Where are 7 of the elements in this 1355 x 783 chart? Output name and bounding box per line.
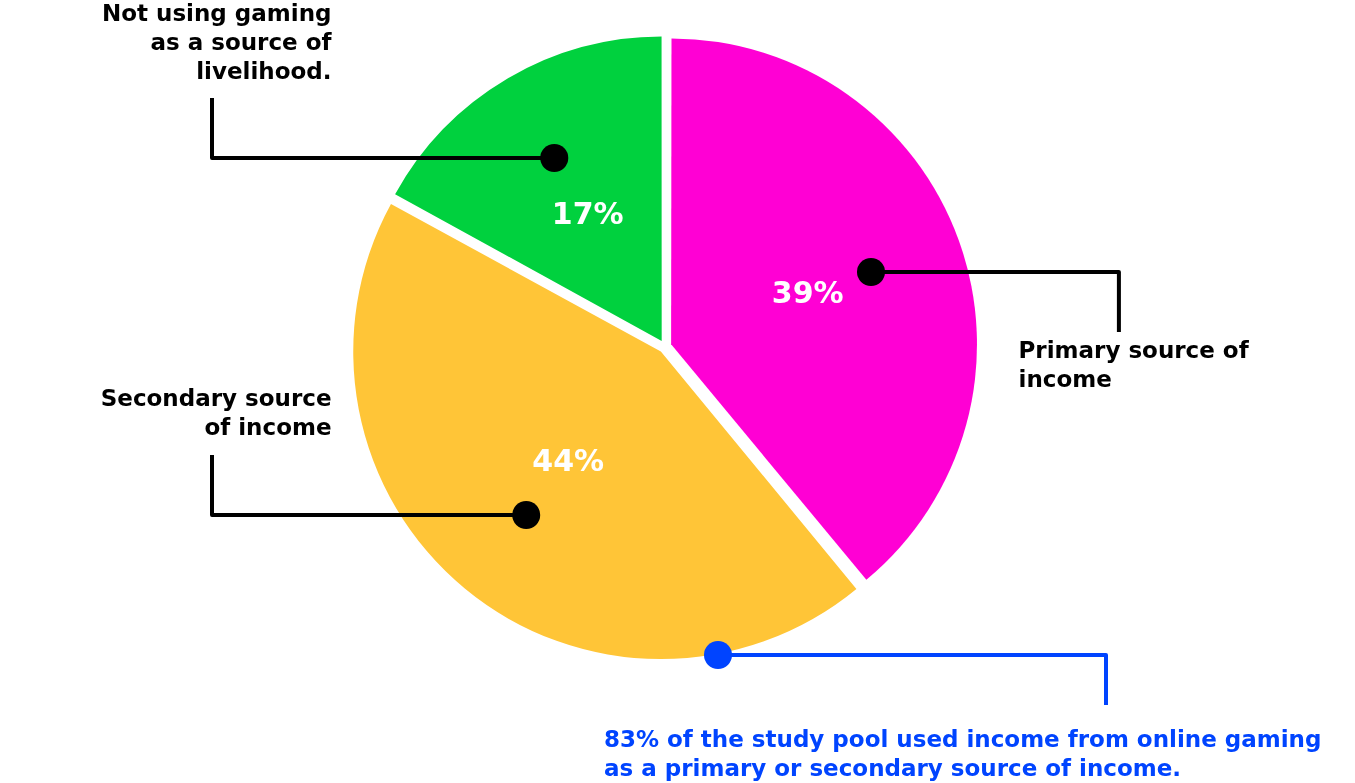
- slice-label: Primary source of income: [1018, 336, 1250, 392]
- data-label: 44%: [532, 443, 605, 479]
- text: 83% of the study pool used income from online gaming as a primary or secondary source of income.: [604, 725, 1323, 783]
- data-label: 17%: [551, 195, 624, 231]
- data-label: 39%: [771, 274, 844, 310]
- slice-label: Secondary source of income: [100, 385, 332, 441]
- slice-label: Not using gaming as a source of livelihood.: [101, 0, 333, 84]
